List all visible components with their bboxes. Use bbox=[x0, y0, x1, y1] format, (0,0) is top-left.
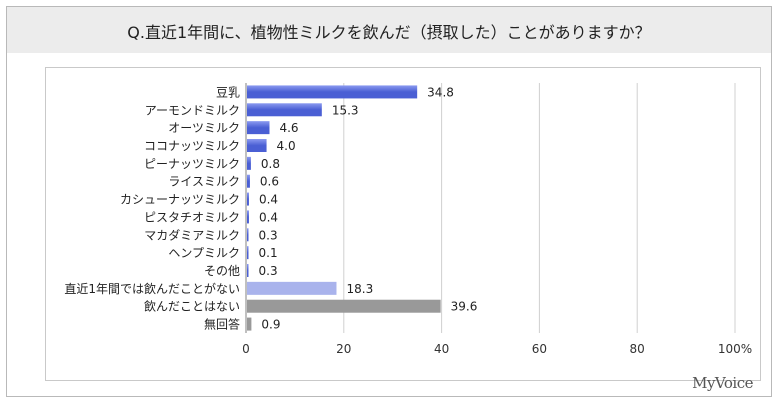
value-label: 4.0 bbox=[277, 139, 296, 153]
category-label: カシューナッツミルク bbox=[120, 193, 240, 207]
value-label: 4.6 bbox=[279, 121, 298, 135]
bar-chart: 0 20 40 60 80 100% 豆乳 34.8 アーモンドミルク 15.3 オーツミルク 4.6… bbox=[64, 83, 752, 356]
bar bbox=[247, 156, 251, 170]
category-label: 豆乳 bbox=[216, 85, 240, 99]
x-tick-label: 100% bbox=[718, 342, 752, 356]
category-label: その他 bbox=[204, 264, 240, 278]
bar bbox=[247, 121, 270, 135]
bar bbox=[247, 174, 250, 188]
value-label: 0.1 bbox=[259, 246, 278, 260]
x-tick-label: 0 bbox=[242, 342, 250, 356]
bar bbox=[247, 210, 249, 224]
bar bbox=[247, 281, 337, 295]
value-label: 15.3 bbox=[332, 103, 359, 117]
category-label: ピスタチオミルク bbox=[144, 210, 240, 224]
category-label: ピーナッツミルク bbox=[144, 157, 240, 171]
bar bbox=[247, 228, 249, 242]
title-band: Q.直近1年間に、植物性ミルクを飲んだ（摂取した）ことがありますか？ bbox=[7, 7, 771, 53]
bar bbox=[247, 246, 249, 260]
value-label: 0.8 bbox=[261, 157, 280, 171]
bar bbox=[247, 85, 418, 99]
x-tick-label: 80 bbox=[630, 342, 645, 356]
value-label: 0.4 bbox=[259, 193, 278, 207]
value-label: 18.3 bbox=[346, 282, 373, 296]
value-label: 0.9 bbox=[261, 318, 280, 332]
category-label: アーモンドミルク bbox=[145, 103, 240, 117]
bar bbox=[247, 317, 252, 331]
plot-box bbox=[45, 67, 761, 381]
category-label: ヘンプミルク bbox=[168, 246, 240, 260]
category-label: 直近1年間では飲んだことがない bbox=[64, 281, 240, 296]
bar bbox=[247, 299, 441, 313]
chart-title: Q.直近1年間に、植物性ミルクを飲んだ（摂取した）ことがありますか？ bbox=[127, 23, 651, 42]
chart-frame: Q.直近1年間に、植物性ミルクを飲んだ（摂取した）ことがありますか？ 0 20 40… bbox=[6, 6, 772, 397]
value-label: 39.6 bbox=[451, 300, 478, 314]
bar bbox=[247, 139, 267, 152]
category-label: ココナッツミルク bbox=[144, 139, 240, 153]
x-tick-label: 40 bbox=[434, 342, 449, 356]
value-label: 0.4 bbox=[259, 210, 278, 224]
category-label: 飲んだことはない bbox=[144, 299, 240, 314]
bar bbox=[247, 103, 322, 117]
bar bbox=[247, 192, 249, 206]
x-tick-label: 20 bbox=[336, 342, 351, 356]
value-label: 0.3 bbox=[259, 264, 278, 278]
brand-logo: MyVoice bbox=[692, 374, 753, 392]
value-label: 0.3 bbox=[259, 228, 278, 242]
x-tick-label: 60 bbox=[532, 342, 547, 356]
value-label: 0.6 bbox=[260, 175, 279, 189]
category-label: マカダミアミルク bbox=[144, 227, 240, 242]
category-label: 無回答 bbox=[204, 317, 240, 332]
value-label: 34.8 bbox=[427, 85, 454, 99]
bar bbox=[247, 264, 249, 277]
category-label: オーツミルク bbox=[168, 121, 240, 135]
category-label: ライスミルク bbox=[168, 175, 240, 189]
